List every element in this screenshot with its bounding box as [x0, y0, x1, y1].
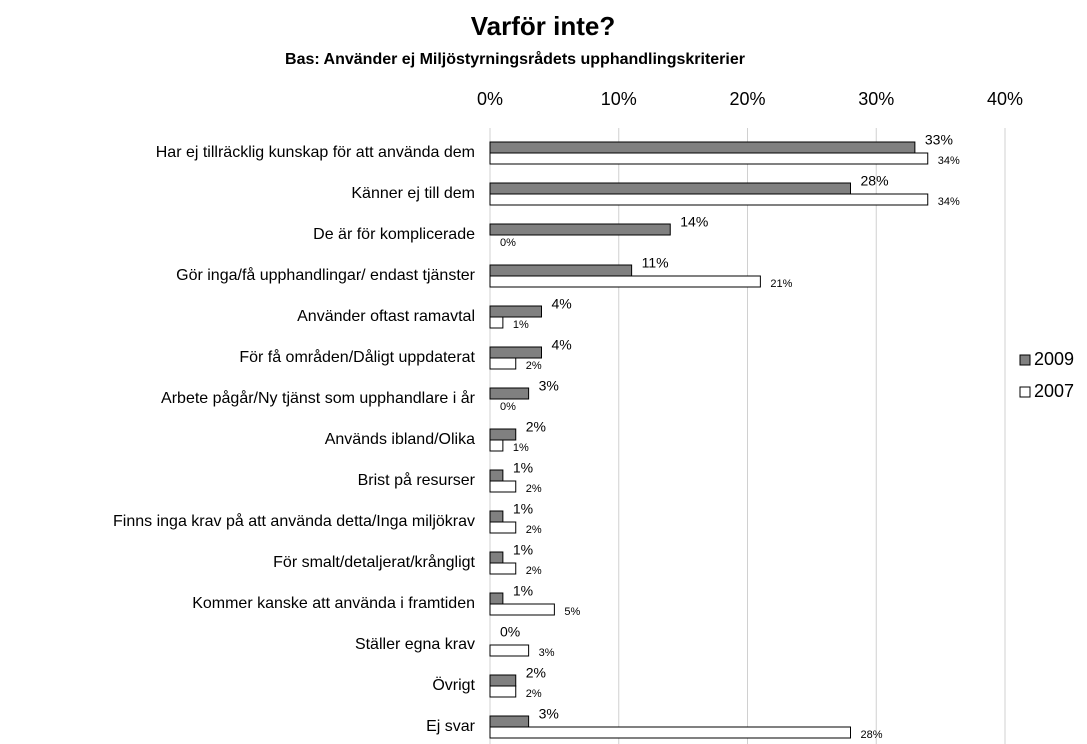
- bar: [489, 264, 633, 277]
- bar: [489, 644, 530, 657]
- bar: [489, 674, 517, 687]
- bar: [489, 551, 504, 564]
- bar: [489, 141, 916, 154]
- data-label: 1%: [513, 460, 533, 476]
- chart-subtitle: Bas: Använder ej Miljöstyrningsrådets up…: [285, 50, 745, 68]
- x-tick-label: 0%: [477, 89, 503, 109]
- data-label: 1%: [513, 319, 529, 331]
- legend-swatch: [1019, 354, 1031, 366]
- bar: [489, 685, 517, 698]
- bar: [489, 316, 504, 329]
- data-label: 2%: [526, 665, 546, 681]
- bar: [489, 480, 517, 493]
- data-label: 21%: [770, 278, 792, 290]
- data-label: 11%: [642, 255, 669, 271]
- category-label: Ställer egna krav: [355, 636, 475, 653]
- legend-swatch: [1019, 386, 1031, 398]
- category-label: Kommer kanske att använda i framtiden: [192, 595, 475, 612]
- legend-label: 2007: [1034, 381, 1074, 401]
- data-label: 4%: [552, 337, 572, 353]
- x-tick-label: 40%: [987, 89, 1023, 109]
- data-label: 2%: [526, 483, 542, 495]
- data-label: 3%: [539, 706, 559, 722]
- category-label: De är för komplicerade: [313, 226, 475, 243]
- data-label: 2%: [526, 524, 542, 536]
- data-label: 2%: [526, 360, 542, 372]
- data-label: 1%: [513, 501, 533, 517]
- data-label: 28%: [861, 729, 883, 741]
- data-label: 4%: [552, 296, 572, 312]
- data-label: 34%: [938, 155, 960, 167]
- bar: [489, 510, 504, 523]
- data-label: 3%: [539, 378, 559, 394]
- bar: [489, 275, 761, 288]
- bar: [489, 152, 929, 165]
- bar: [489, 715, 530, 728]
- category-label: Använder oftast ramavtal: [297, 308, 475, 325]
- bar: [489, 562, 517, 575]
- category-label: Ej svar: [426, 718, 476, 735]
- data-label: 2%: [526, 565, 542, 577]
- data-label: 28%: [861, 173, 889, 189]
- bar: [489, 387, 530, 400]
- data-label: 3%: [539, 647, 555, 659]
- bar: [489, 469, 504, 482]
- bar: [489, 521, 517, 534]
- bar: [489, 193, 929, 206]
- data-label: 0%: [500, 624, 520, 640]
- data-label: 0%: [500, 237, 516, 249]
- data-label: 14%: [680, 214, 708, 230]
- x-tick-label: 10%: [601, 89, 637, 109]
- category-label: Arbete pågår/Ny tjänst som upphandlare i…: [161, 389, 476, 407]
- data-label: 34%: [938, 196, 960, 208]
- data-label: 33%: [925, 132, 953, 148]
- bar: [489, 592, 504, 605]
- bar: [489, 346, 542, 359]
- bar: [489, 182, 851, 195]
- data-label: 2%: [526, 419, 546, 435]
- data-label: 2%: [526, 688, 542, 700]
- x-tick-label: 30%: [858, 89, 894, 109]
- data-label: 1%: [513, 542, 533, 558]
- category-label: Brist på resurser: [358, 471, 476, 489]
- category-label: Används ibland/Olika: [325, 431, 475, 448]
- legend-label: 2009: [1034, 349, 1074, 369]
- data-label: 5%: [564, 606, 580, 618]
- data-label: 1%: [513, 442, 529, 454]
- category-label: Känner ej till dem: [351, 185, 475, 202]
- bar: [489, 305, 542, 318]
- bar: [489, 357, 517, 370]
- category-label: För få områden/Dåligt uppdaterat: [239, 348, 475, 366]
- bar: [489, 439, 504, 452]
- category-label: Finns inga krav på att använda detta/Ing…: [113, 512, 475, 530]
- category-label: Övrigt: [432, 676, 475, 694]
- bar: [489, 428, 517, 441]
- x-tick-label: 20%: [729, 89, 765, 109]
- bar: [489, 603, 555, 616]
- category-label: För smalt/detaljerat/krångligt: [273, 553, 475, 571]
- bar: [489, 223, 671, 236]
- bar: [489, 726, 851, 739]
- category-label: Har ej tillräcklig kunskap för att använ…: [156, 144, 475, 161]
- category-label: Gör inga/få upphandlingar/ endast tjänst…: [176, 266, 476, 284]
- chart-title: Varför inte?: [471, 11, 615, 41]
- data-label: 1%: [513, 583, 533, 599]
- data-label: 0%: [500, 401, 516, 413]
